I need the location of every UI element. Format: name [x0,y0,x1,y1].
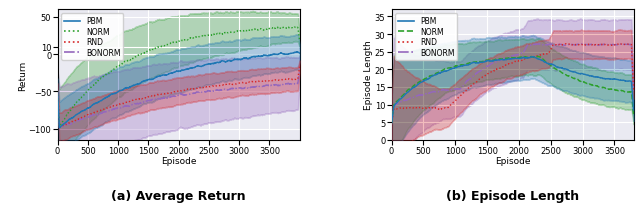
Y-axis label: Return: Return [18,60,28,90]
Text: (b) Episode Length: (b) Episode Length [446,189,579,202]
X-axis label: Episode: Episode [495,157,531,166]
Legend: PBM, NORM, RND, BONORM: PBM, NORM, RND, BONORM [61,14,124,61]
X-axis label: Episode: Episode [161,157,196,166]
Legend: PBM, NORM, RND, BONORM: PBM, NORM, RND, BONORM [396,14,458,61]
Text: (a) Average Return: (a) Average Return [111,189,246,202]
Y-axis label: Episode Length: Episode Length [364,41,373,110]
